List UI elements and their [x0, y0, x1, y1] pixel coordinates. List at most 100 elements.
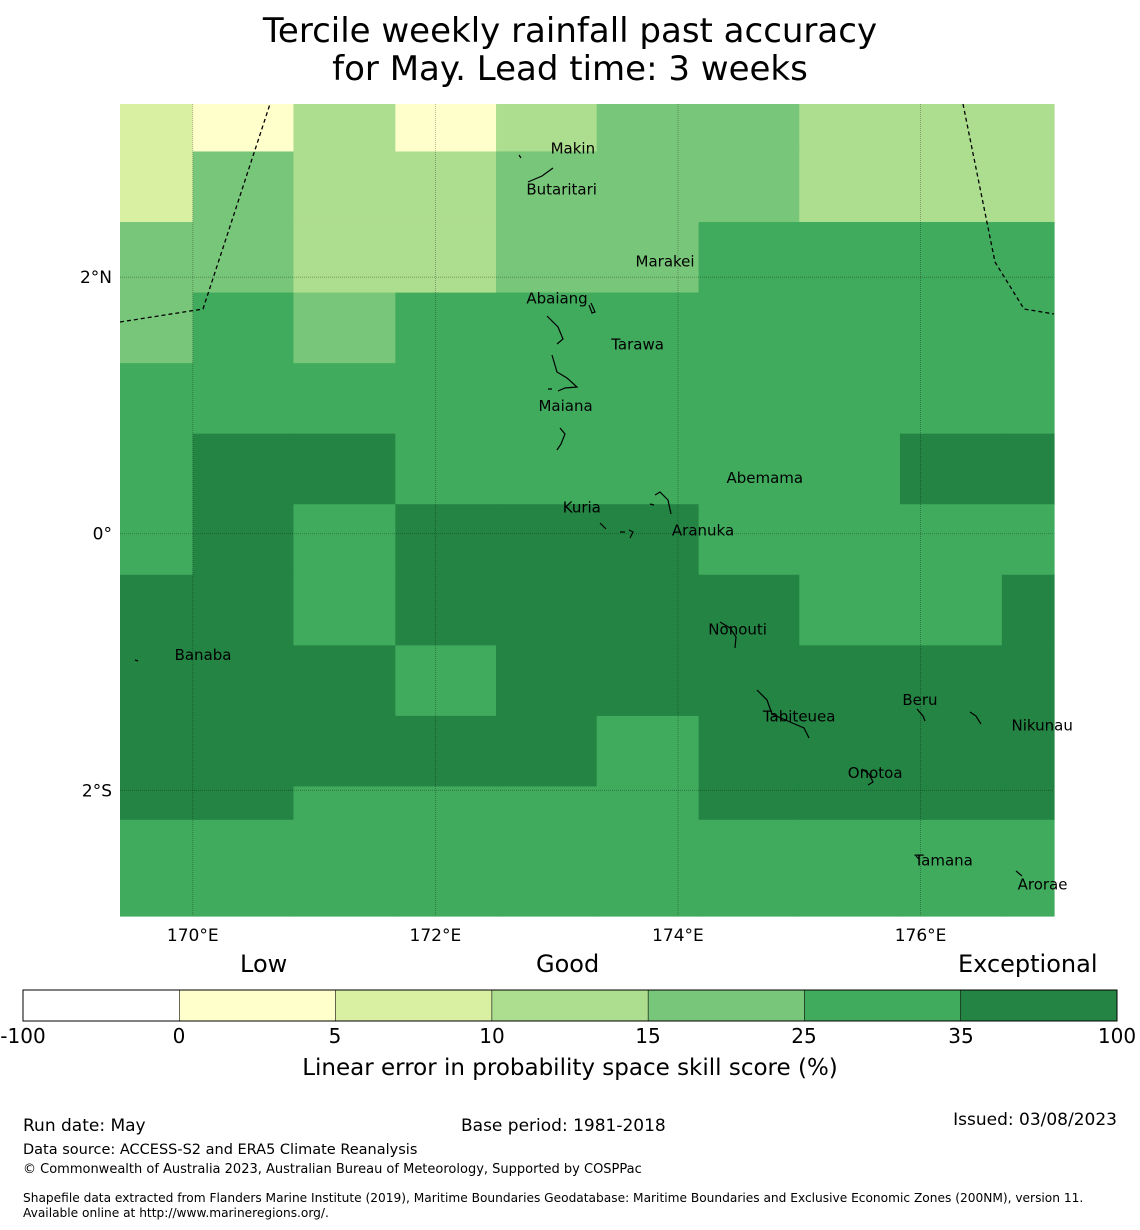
skill-cell — [1001, 222, 1055, 294]
skill-cell — [698, 819, 800, 917]
skill-cell — [799, 574, 901, 646]
colorbar-segment — [648, 990, 805, 1021]
island-onotoa-outline — [861, 768, 874, 786]
skill-cell — [496, 715, 598, 788]
eez-boundaries — [119, 103, 1055, 323]
colorbar-tick: 5 — [328, 1024, 342, 1048]
island-butaritari-outline — [527, 167, 554, 183]
skill-cell — [120, 222, 194, 294]
skill-cell — [395, 222, 497, 294]
skill-cell — [293, 433, 396, 505]
skill-cell — [596, 151, 700, 223]
colorbar-segment — [491, 990, 649, 1021]
skill-cell — [120, 645, 194, 717]
place-label: Aranuka — [672, 522, 734, 540]
skill-cell — [799, 504, 901, 576]
skill-cell — [395, 151, 497, 223]
skill-cell — [120, 151, 194, 223]
skill-cell — [395, 104, 497, 153]
island-beru-outline — [916, 708, 926, 722]
place-label: Abemama — [726, 469, 803, 487]
skill-cell — [192, 504, 295, 576]
skill-cell — [698, 504, 800, 576]
island-outlines — [134, 154, 1023, 877]
skill-cell — [1001, 151, 1055, 223]
skill-cell — [293, 715, 396, 788]
skill-cell — [395, 645, 497, 717]
colorbar-segment — [23, 990, 180, 1021]
skill-cell — [899, 574, 1003, 646]
colorbar-label-low: Low — [240, 950, 288, 978]
island-kuria-outline — [599, 522, 625, 533]
colorbar-tick: 10 — [479, 1024, 505, 1048]
eez-boundary-west — [119, 103, 271, 323]
skill-cell — [395, 819, 497, 917]
island-banaba-outline — [134, 659, 139, 662]
colorbar-segment — [179, 990, 336, 1021]
skill-cell — [192, 292, 295, 364]
skill-cell — [395, 574, 497, 646]
place-label: Tarawa — [610, 336, 664, 354]
colorbar-segment — [335, 990, 492, 1021]
map-title-line1: Tercile weekly rainfall past accuracy — [262, 11, 878, 51]
skill-cell — [293, 363, 396, 435]
skill-cell — [1001, 433, 1055, 505]
skill-cell — [192, 222, 295, 294]
skill-cell — [496, 504, 598, 576]
skill-cell — [596, 433, 700, 505]
skill-cell — [799, 433, 901, 505]
base-period: Base period: 1981-2018 — [461, 1116, 666, 1136]
skill-cell — [395, 363, 497, 435]
island-makin-outline — [518, 154, 522, 159]
skill-cell — [120, 574, 194, 646]
skill-cell — [698, 715, 800, 788]
skill-cell — [596, 222, 700, 294]
place-label: Nonouti — [708, 620, 767, 638]
colorbar-frame — [22, 989, 1118, 1022]
skill-cell — [293, 292, 396, 364]
island-arorae-outline — [1015, 870, 1023, 877]
skill-cell — [799, 104, 901, 153]
place-labels: Makin Butaritari Marakei Abaiang Tarawa Maian… — [175, 139, 1073, 893]
skill-cell — [596, 715, 700, 788]
place-label: Beru — [902, 691, 937, 709]
colorbar-label-good: Good — [536, 950, 600, 978]
skill-cell — [192, 574, 295, 646]
colorbar-tick: 35 — [948, 1024, 974, 1048]
skill-cell — [596, 104, 700, 153]
skill-cell — [799, 151, 901, 223]
y-tick-label: 2°N — [80, 268, 112, 288]
island-maiana-outline — [556, 427, 566, 451]
colorbar-tick: 100 — [1097, 1024, 1137, 1048]
skill-cell — [596, 363, 700, 435]
colorbar-segment — [804, 990, 961, 1021]
skill-cell — [899, 104, 1003, 153]
skill-cell — [120, 433, 194, 505]
skill-cell — [496, 292, 598, 364]
skill-cell — [899, 292, 1003, 364]
skill-cell — [1001, 504, 1055, 576]
place-label: Tamana — [914, 851, 973, 869]
place-label: Banaba — [175, 646, 232, 664]
skill-cell — [899, 151, 1003, 223]
skill-cell — [799, 819, 901, 917]
eez-boundary-east — [962, 103, 1055, 315]
colorbar-tick: -100 — [0, 1024, 46, 1048]
skill-cell — [698, 786, 800, 821]
skill-cell — [293, 104, 396, 153]
skill-cell — [293, 574, 396, 646]
island-marakei-outline — [588, 302, 596, 314]
island-nonouti-outline — [719, 621, 737, 649]
skill-grid — [120, 104, 1055, 917]
skill-cell — [698, 645, 800, 717]
skill-cell — [698, 292, 800, 364]
skill-cell — [496, 104, 598, 153]
colorbar-label-exceptional: Exceptional — [958, 950, 1098, 978]
skill-cell — [395, 786, 497, 821]
skill-cell — [1001, 363, 1055, 435]
island-aranuka-outline — [628, 529, 634, 539]
colorbar-title: Linear error in probability space skill … — [302, 1055, 838, 1081]
x-tick-label: 172°E — [410, 926, 462, 946]
place-label: Makin — [551, 139, 596, 157]
